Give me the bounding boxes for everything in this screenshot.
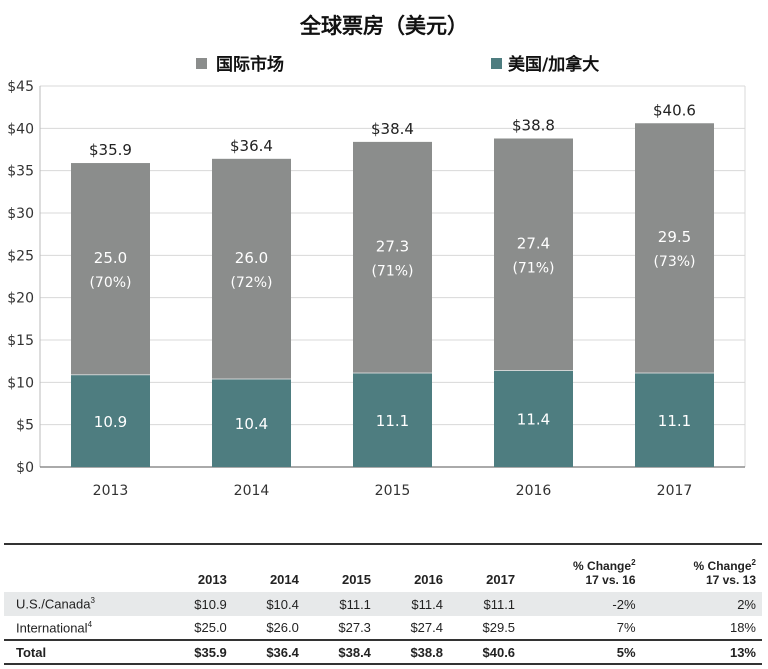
x-tick-label: 2014 (234, 483, 270, 499)
bar-label-international: 29.5 (658, 228, 691, 246)
legend: 国际市场 美国/加拿大 (196, 54, 599, 75)
y-tick-label: $0 (16, 460, 34, 476)
bar-label-us-canada: 10.4 (235, 415, 268, 433)
bar-total-label: $38.8 (512, 116, 555, 134)
bar-us-canada (635, 373, 714, 467)
bar-total-label: $35.9 (89, 141, 132, 159)
bar-label-international: 27.4 (517, 234, 550, 252)
table-cell: 7% (616, 620, 636, 635)
y-tick-label: $15 (7, 333, 34, 349)
table-header-change-13: % Change2 17 vs. 13 (642, 544, 762, 592)
bar-label-international-share: (71%) (512, 260, 554, 276)
bar-us-canada (71, 374, 150, 467)
bar-total-label: $36.4 (230, 137, 273, 155)
y-tick-label: $25 (7, 248, 34, 264)
table-cell: 18% (729, 620, 756, 635)
change16-line2: 17 vs. 16 (585, 573, 636, 587)
row-label: U.S./Canada3 (16, 596, 95, 612)
bar-label-us-canada: 10.9 (94, 413, 127, 431)
bar-us-canada (494, 370, 573, 467)
bar-label-international-share: (73%) (653, 254, 695, 270)
table-row-total: Total $35.9 $36.4 $38.4 $38.8 $40.6 5% 1… (4, 639, 762, 665)
table-cell: 5% (521, 639, 642, 665)
table-cell: $27.3 (338, 620, 371, 635)
bar-label-international-share: (70%) (89, 275, 131, 291)
row-label: International4 (16, 619, 93, 636)
y-tick-label: $30 (7, 206, 34, 222)
change16-note: 2 (631, 558, 636, 567)
row-note: 4 (87, 619, 93, 629)
table-cell: -2% (612, 596, 636, 612)
table-cell: $10.9 (194, 596, 227, 612)
chart-title: 全球票房（美元） (299, 14, 468, 38)
x-tick-label: 2013 (93, 483, 129, 499)
row-note: 3 (90, 596, 95, 606)
bar-total-label: $38.4 (371, 120, 414, 138)
table-cell: 13% (641, 639, 762, 665)
bar-label-us-canada: 11.1 (376, 412, 409, 430)
table-cell: $25.0 (194, 620, 227, 635)
table-row-international: International4 $25.0 $26.0 $27.3 $27.4 $… (4, 616, 762, 640)
table-cell: $11.4 (411, 596, 443, 612)
bar-label-international-share: (72%) (230, 275, 272, 291)
box-office-chart: 全球票房（美元） 国际市场 美国/加拿大 $0 $5 $10 $15 $20 $25 $30… (7, 14, 746, 499)
change13-line1: % Change (693, 559, 752, 573)
table-cell: 2% (737, 596, 756, 612)
bar-international (71, 163, 150, 375)
bar-label-international: 26.0 (235, 249, 268, 267)
y-tick-label: $10 (7, 375, 34, 391)
table-header-2017: 2017 (486, 572, 516, 587)
table-cell: $38.4 (304, 639, 377, 665)
bar-label-us-canada: 11.4 (517, 411, 550, 429)
plot-area: $0 $5 $10 $15 $20 $25 $30 $35 $40 $45 10.9 25.0 (70%… (7, 79, 746, 499)
table-cell: $11.1 (339, 596, 371, 612)
table-header-blank (4, 544, 161, 592)
y-tick-label: $35 (7, 164, 34, 180)
table-header-2015: 2015 (342, 572, 371, 587)
bar-us-canada (212, 378, 291, 467)
bar-international (212, 158, 291, 379)
bar-label-international: 27.3 (376, 237, 409, 255)
bar-us-canada (353, 373, 432, 467)
bar-label-international-share: (71%) (371, 263, 413, 279)
bar-international (353, 141, 432, 374)
table-header-2013: 2013 (197, 572, 227, 587)
row-label: Total (4, 639, 161, 665)
bar-international (494, 138, 573, 371)
table-cell: $29.5 (482, 620, 516, 635)
table-header-row: 2013 2014 2015 2016 2017 % Change2 17 vs… (4, 544, 762, 592)
table-cell: $10.4 (266, 596, 299, 612)
y-tick-label: $5 (16, 418, 34, 434)
change13-line2: 17 vs. 13 (705, 573, 756, 587)
table-cell: $36.4 (232, 639, 305, 665)
table-cell: $27.4 (410, 620, 443, 635)
bar-international (635, 123, 714, 374)
bar-total-label: $40.6 (653, 101, 696, 119)
bar-label-us-canada: 11.1 (658, 412, 691, 430)
change16-line1: % Change (573, 559, 632, 573)
box-office-table: 2013 2014 2015 2016 2017 % Change2 17 vs… (4, 543, 762, 665)
x-tick-label: 2015 (375, 483, 411, 499)
y-tick-label: $20 (7, 291, 34, 307)
table-header-change-16: % Change2 17 vs. 16 (521, 544, 641, 592)
table-cell: $38.8 (376, 639, 449, 665)
x-tick-label: 2017 (657, 483, 693, 499)
x-tick-label: 2016 (516, 483, 552, 499)
bar-label-international: 25.0 (94, 249, 127, 267)
table-header-2016: 2016 (414, 572, 443, 587)
y-tick-label: $40 (7, 121, 34, 137)
legend-marker-international (196, 58, 207, 69)
table-header-2014: 2014 (269, 572, 299, 587)
table-cell: $40.6 (448, 639, 522, 665)
table-cell: $26.0 (266, 620, 299, 635)
y-tick-label: $45 (7, 79, 34, 95)
table-cell: $35.9 (160, 639, 233, 665)
legend-label-international: 国际市场 (216, 54, 284, 75)
change13-note: 2 (751, 558, 756, 567)
table-row-us-canada: U.S./Canada3 $10.9 $10.4 $11.1 $11.4 $11… (4, 592, 762, 616)
legend-label-us-canada: 美国/加拿大 (508, 54, 599, 75)
table-cell: $11.1 (483, 596, 516, 612)
legend-marker-us-canada (491, 58, 502, 69)
